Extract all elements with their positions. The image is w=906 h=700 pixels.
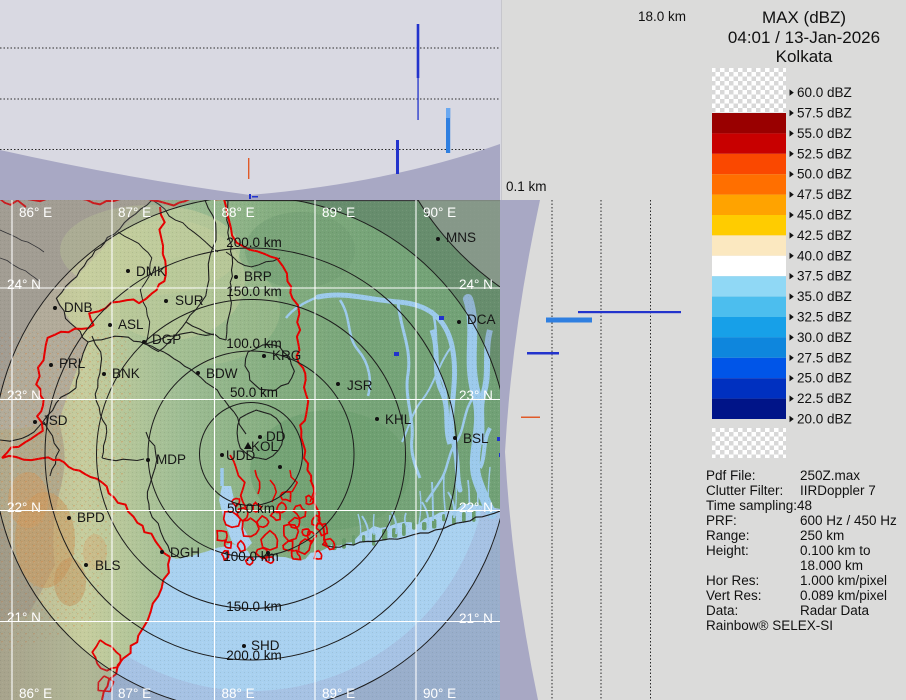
svg-text:150.0 km: 150.0 km bbox=[226, 284, 282, 299]
svg-text:SHD: SHD bbox=[251, 638, 280, 653]
svg-text:86° E: 86° E bbox=[19, 205, 52, 220]
svg-text:90° E: 90° E bbox=[423, 686, 456, 700]
svg-text:35.0 dBZ: 35.0 dBZ bbox=[797, 289, 852, 304]
svg-text:88° E: 88° E bbox=[222, 205, 255, 220]
svg-text:BDW: BDW bbox=[206, 366, 238, 381]
svg-text:BNK: BNK bbox=[112, 366, 140, 381]
svg-text:JSD: JSD bbox=[42, 413, 68, 428]
svg-text:KOL: KOL bbox=[251, 439, 279, 454]
svg-text:KHL: KHL bbox=[385, 412, 412, 427]
svg-text:24° N: 24° N bbox=[7, 277, 41, 292]
svg-text:1.000 km/pixel: 1.000 km/pixel bbox=[800, 573, 887, 588]
svg-text:SUR: SUR bbox=[175, 293, 204, 308]
svg-text:100.0 km: 100.0 km bbox=[223, 549, 279, 564]
svg-text:87° E: 87° E bbox=[118, 686, 151, 700]
svg-text:DGP: DGP bbox=[152, 332, 181, 347]
svg-text:25.0 dBZ: 25.0 dBZ bbox=[797, 371, 852, 386]
svg-text:BSL: BSL bbox=[463, 431, 489, 446]
svg-text:0.1 km: 0.1 km bbox=[506, 179, 547, 194]
svg-text:32.5 dBZ: 32.5 dBZ bbox=[797, 310, 852, 325]
svg-text:22.5 dBZ: 22.5 dBZ bbox=[797, 391, 852, 406]
svg-text:22° N: 22° N bbox=[459, 500, 493, 515]
svg-text:Kolkata: Kolkata bbox=[776, 47, 833, 66]
svg-text:BRP: BRP bbox=[244, 269, 272, 284]
svg-text:20.0 dBZ: 20.0 dBZ bbox=[797, 412, 852, 427]
svg-text:Rainbow® SELEX-SI: Rainbow® SELEX-SI bbox=[706, 618, 833, 633]
svg-text:23° N: 23° N bbox=[7, 388, 41, 403]
svg-text:PRF:: PRF: bbox=[706, 513, 737, 528]
svg-text:MAX (dBZ): MAX (dBZ) bbox=[762, 8, 846, 27]
svg-text:37.5 dBZ: 37.5 dBZ bbox=[797, 269, 852, 284]
svg-text:200.0 km: 200.0 km bbox=[226, 235, 282, 250]
svg-text:MNS: MNS bbox=[446, 230, 476, 245]
svg-text:55.0 dBZ: 55.0 dBZ bbox=[797, 126, 852, 141]
svg-text:MDP: MDP bbox=[156, 452, 186, 467]
svg-text:Height:: Height: bbox=[706, 543, 749, 558]
svg-text:88° E: 88° E bbox=[222, 686, 255, 700]
svg-text:50.0 dBZ: 50.0 dBZ bbox=[797, 167, 852, 182]
svg-text:DNB: DNB bbox=[64, 300, 93, 315]
svg-text:0.100 km to: 0.100 km to bbox=[800, 543, 871, 558]
svg-text:45.0 dBZ: 45.0 dBZ bbox=[797, 208, 852, 223]
svg-text:27.5 dBZ: 27.5 dBZ bbox=[797, 350, 852, 365]
svg-text:89° E: 89° E bbox=[322, 686, 355, 700]
svg-text:30.0 dBZ: 30.0 dBZ bbox=[797, 330, 852, 345]
svg-text:BPD: BPD bbox=[77, 510, 105, 525]
svg-text:24° N: 24° N bbox=[459, 277, 493, 292]
svg-text:89° E: 89° E bbox=[322, 205, 355, 220]
svg-text:IIRDoppler 7: IIRDoppler 7 bbox=[800, 483, 876, 498]
svg-text:Time sampling:48: Time sampling:48 bbox=[706, 498, 812, 513]
svg-text:86° E: 86° E bbox=[19, 686, 52, 700]
svg-text:42.5 dBZ: 42.5 dBZ bbox=[797, 228, 852, 243]
svg-text:50.0 km: 50.0 km bbox=[227, 501, 275, 516]
svg-text:KRG: KRG bbox=[272, 348, 301, 363]
svg-text:PRL: PRL bbox=[59, 356, 86, 371]
svg-text:DMK: DMK bbox=[136, 264, 166, 279]
svg-text:47.5 dBZ: 47.5 dBZ bbox=[797, 187, 852, 202]
svg-text:21° N: 21° N bbox=[7, 610, 41, 625]
svg-text:0.089 km/pixel: 0.089 km/pixel bbox=[800, 588, 887, 603]
svg-text:250 km: 250 km bbox=[800, 528, 844, 543]
svg-text:57.5 dBZ: 57.5 dBZ bbox=[797, 106, 852, 121]
svg-text:UDD: UDD bbox=[226, 448, 255, 463]
svg-text:Pdf File:: Pdf File: bbox=[706, 468, 756, 483]
svg-text:Vert Res:: Vert Res: bbox=[706, 588, 762, 603]
svg-text:BLS: BLS bbox=[95, 558, 121, 573]
svg-text:18.0 km: 18.0 km bbox=[638, 9, 686, 24]
svg-text:22° N: 22° N bbox=[7, 500, 41, 515]
svg-text:87° E: 87° E bbox=[118, 205, 151, 220]
svg-text:Data:: Data: bbox=[706, 603, 738, 618]
svg-text:21° N: 21° N bbox=[459, 611, 493, 626]
svg-text:90° E: 90° E bbox=[423, 205, 456, 220]
svg-text:Range:: Range: bbox=[706, 528, 750, 543]
svg-text:40.0 dBZ: 40.0 dBZ bbox=[797, 248, 852, 263]
svg-text:DGH: DGH bbox=[170, 545, 200, 560]
svg-text:Radar Data: Radar Data bbox=[800, 603, 870, 618]
svg-text:600 Hz / 450 Hz: 600 Hz / 450 Hz bbox=[800, 513, 897, 528]
svg-text:DCA: DCA bbox=[467, 312, 496, 327]
svg-text:Clutter Filter:: Clutter Filter: bbox=[706, 483, 783, 498]
svg-text:150.0 km: 150.0 km bbox=[226, 599, 282, 614]
svg-text:52.5 dBZ: 52.5 dBZ bbox=[797, 146, 852, 161]
svg-text:50.0 km: 50.0 km bbox=[230, 385, 278, 400]
svg-text:250Z.max: 250Z.max bbox=[800, 468, 860, 483]
svg-text:Hor Res:: Hor Res: bbox=[706, 573, 759, 588]
svg-text:60.0 dBZ: 60.0 dBZ bbox=[797, 85, 852, 100]
svg-text:200.0 km: 200.0 km bbox=[226, 648, 282, 663]
svg-text:18.000 km: 18.000 km bbox=[800, 558, 863, 573]
svg-text:DD: DD bbox=[266, 429, 286, 444]
svg-text:23° N: 23° N bbox=[459, 388, 493, 403]
svg-text:04:01 / 13-Jan-2026: 04:01 / 13-Jan-2026 bbox=[728, 28, 880, 47]
svg-text:100.0 km: 100.0 km bbox=[226, 336, 282, 351]
svg-text:ASL: ASL bbox=[118, 317, 144, 332]
svg-text:JSR: JSR bbox=[347, 378, 373, 393]
